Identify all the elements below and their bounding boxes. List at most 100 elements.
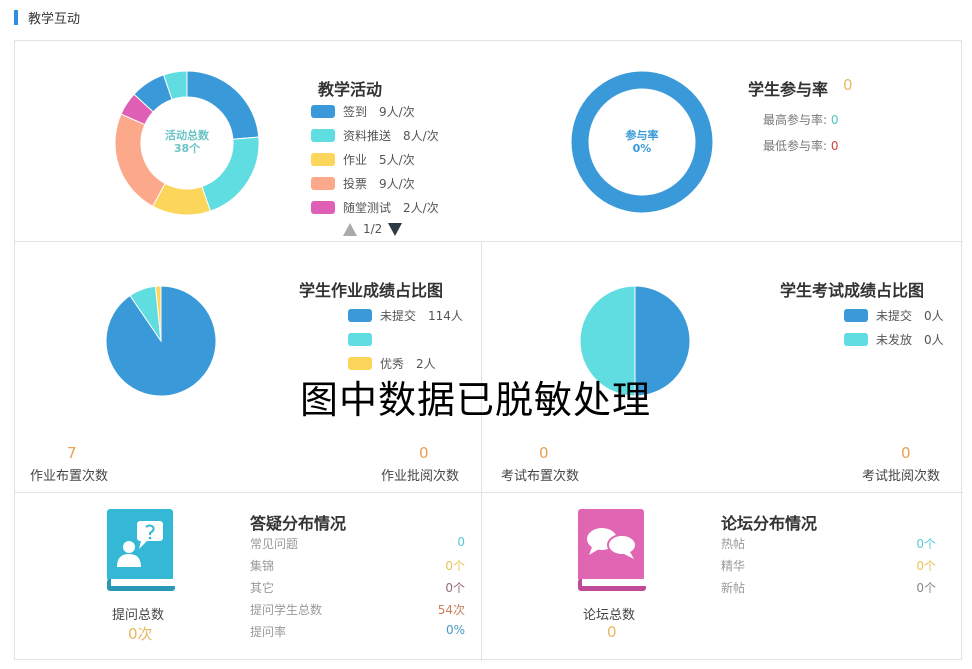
legend-label: 未提交 [876, 308, 913, 323]
legend-value: 0人 [924, 332, 944, 347]
stat-row: 常见问题 0 [250, 535, 465, 557]
participation-value: 0 [843, 76, 853, 94]
legend-swatch [311, 128, 335, 142]
legend-swatch [348, 308, 372, 322]
page-indicator: 1/2 [363, 222, 383, 236]
stat-value: 0 [457, 535, 465, 549]
stat-label: 新帖 [721, 581, 746, 595]
pie-slice[interactable] [114, 113, 166, 208]
legend-item[interactable]: 作业 5人/次 [311, 147, 439, 171]
activity-title: 教学活动 [318, 80, 383, 99]
page-up-icon[interactable] [343, 222, 357, 236]
pie-slice[interactable] [579, 285, 636, 397]
legend-item[interactable]: 签到 9人/次 [311, 99, 439, 123]
forum-stats-list: 热帖 0个 精华 0个 新帖 0个 [721, 535, 936, 601]
max-rate-label: 最高参与率: [763, 113, 828, 127]
pie-slice[interactable] [162, 70, 188, 101]
homework-reviewed-label: 作业批阅次数 [381, 469, 460, 484]
forum-title: 论坛分布情况 [721, 514, 818, 533]
legend-item[interactable]: 优秀 2人 [348, 351, 463, 375]
page-down-icon[interactable] [388, 222, 403, 236]
homework-reviewed-count: 0 [419, 444, 429, 462]
stat-value: 0个 [916, 537, 936, 551]
stat-label: 常见问题 [250, 537, 299, 551]
legend-swatch [348, 332, 372, 346]
max-rate-value: 0 [830, 113, 839, 127]
stat-label: 提问率 [250, 625, 287, 639]
legend-value: 8人/次 [403, 128, 439, 143]
qa-stats-list: 常见问题 0 集锦 0个 其它 0个 提问学生总数 54次 提问率 0% [250, 535, 465, 645]
stat-row: 其它 0个 [250, 579, 465, 601]
exam-pie-chart [579, 285, 691, 397]
qa-total-label: 提问总数 [112, 608, 165, 623]
legend-value: 0人 [924, 308, 944, 323]
center-label: 活动总数 [165, 129, 209, 142]
section-header: 教学互动 [14, 9, 81, 27]
activity-center-text: 活动总数 38个 [113, 129, 261, 155]
legend-swatch [844, 308, 868, 322]
exam-reviewed-count: 0 [901, 444, 911, 462]
stat-value: 0个 [916, 581, 936, 595]
max-rate: 最高参与率: 0 [763, 111, 839, 128]
divider [15, 241, 963, 242]
legend-swatch [311, 152, 335, 166]
stat-value: 0个 [916, 559, 936, 573]
legend-item[interactable]: 未提交 114人 [348, 303, 463, 327]
pie-slice[interactable] [634, 285, 691, 397]
homework-title: 学生作业成绩占比图 [299, 281, 444, 300]
center-value: 0% [632, 142, 652, 155]
stat-row: 精华 0个 [721, 557, 936, 579]
stat-label: 精华 [721, 559, 746, 573]
forum-total-label: 论坛总数 [583, 608, 636, 623]
activity-legend: 签到 9人/次 资料推送 8人/次 作业 5人/次 投票 9人/次 随堂测试 2人/次 [311, 99, 439, 219]
legend-item[interactable] [348, 327, 463, 351]
legend-label: 签到 [343, 104, 368, 119]
legend-swatch [844, 332, 868, 346]
divider [481, 241, 482, 661]
legend-item[interactable]: 未提交 0人 [844, 303, 944, 327]
legend-swatch [311, 176, 335, 190]
min-rate: 最低参与率: 0 [763, 137, 839, 154]
pie-slice[interactable] [154, 285, 162, 342]
legend-swatch [348, 356, 372, 370]
stat-value: 0个 [445, 559, 465, 573]
stat-row: 提问学生总数 54次 [250, 601, 465, 623]
section-title: 教学互动 [28, 11, 81, 27]
legend-label: 投票 [343, 176, 368, 191]
stat-label: 集锦 [250, 559, 275, 573]
min-rate-value: 0 [830, 139, 839, 153]
watermark-text: 图中数据已脱敏处理 [300, 378, 652, 422]
qa-total-value: 0次 [128, 625, 153, 643]
forum-total-value: 0 [607, 623, 617, 641]
homework-assigned-label: 作业布置次数 [30, 469, 109, 484]
legend-pager: 1/2 [343, 222, 403, 236]
center-value: 38个 [173, 142, 201, 155]
exam-reviewed-label: 考试批阅次数 [862, 469, 941, 484]
divider [15, 492, 963, 493]
legend-label: 优秀 [380, 356, 405, 371]
homework-legend: 未提交 114人 优秀 2人 [348, 303, 463, 375]
stat-value: 54次 [437, 603, 465, 617]
participation-title: 学生参与率 [748, 80, 829, 99]
legend-item[interactable]: 未发放 0人 [844, 327, 944, 351]
legend-value: 9人/次 [379, 176, 415, 191]
legend-item[interactable]: 投票 9人/次 [311, 171, 439, 195]
legend-item[interactable]: 随堂测试 2人/次 [311, 195, 439, 219]
center-label: 参与率 [625, 129, 659, 142]
legend-value: 2人/次 [403, 200, 439, 215]
stat-value: 0个 [445, 581, 465, 595]
qa-title: 答疑分布情况 [250, 514, 347, 533]
legend-value: 5人/次 [379, 152, 415, 167]
legend-label: 随堂测试 [343, 200, 392, 215]
stat-row: 热帖 0个 [721, 535, 936, 557]
stat-row: 新帖 0个 [721, 579, 936, 601]
legend-value: 114人 [428, 308, 463, 323]
stat-label: 提问学生总数 [250, 603, 323, 617]
exam-legend: 未提交 0人 未发放 0人 [844, 303, 944, 351]
stat-label: 其它 [250, 581, 275, 595]
homework-assigned-count: 7 [67, 444, 77, 462]
participation-ring-chart [571, 71, 713, 213]
homework-pie-chart [105, 285, 217, 397]
legend-item[interactable]: 资料推送 8人/次 [311, 123, 439, 147]
legend-label: 作业 [343, 152, 368, 167]
